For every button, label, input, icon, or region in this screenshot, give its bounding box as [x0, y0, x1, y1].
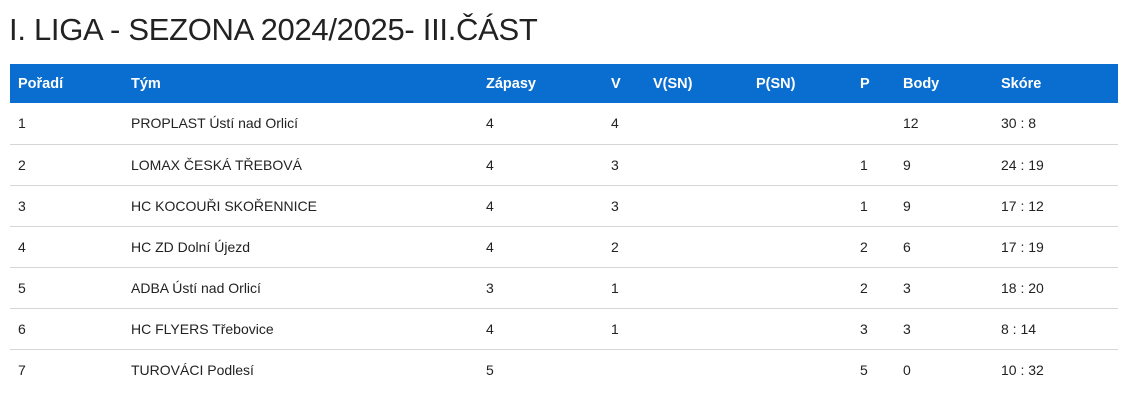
cell-wins: 1 [611, 279, 619, 296]
cell-score: 18 : 20 [1001, 279, 1044, 296]
header-team[interactable]: Tým [131, 75, 161, 92]
cell-losses-sn [748, 267, 852, 308]
cell-played: 4 [486, 320, 494, 337]
cell-wins-sn [645, 144, 748, 185]
cell-points: 0 [903, 361, 911, 378]
cell-played: 4 [486, 115, 494, 132]
header-row: Pořadí Tým Zápasy V V(SN) P(SN) P Body S… [10, 64, 1118, 103]
cell-losses: 5 [860, 361, 868, 378]
cell-played: 4 [486, 156, 494, 173]
cell-rank: 6 [18, 320, 26, 337]
table-body: 1 PROPLAST Ústí nad Orlicí 4 4 12 30 : 8… [10, 103, 1118, 390]
cell-team: HC KOCOUŘI SKOŘENNICE [131, 197, 317, 214]
table-row: 3 HC KOCOUŘI SKOŘENNICE 4 3 1 9 17 : 12 [10, 185, 1118, 226]
cell-losses: 2 [860, 238, 868, 255]
header-wins-sn[interactable]: V(SN) [653, 75, 693, 92]
cell-points: 9 [903, 156, 911, 173]
cell-losses [852, 103, 895, 144]
cell-score: 24 : 19 [1001, 156, 1044, 173]
cell-team: PROPLAST Ústí nad Orlicí [131, 115, 299, 132]
cell-rank: 3 [18, 197, 26, 214]
cell-losses: 3 [860, 320, 868, 337]
cell-score: 10 : 32 [1001, 361, 1044, 378]
cell-losses-sn [748, 144, 852, 185]
table-row: 6 HC FLYERS Třebovice 4 1 3 3 8 : 14 [10, 308, 1118, 349]
cell-team: ADBA Ústí nad Orlicí [131, 279, 261, 296]
cell-points: 6 [903, 238, 911, 255]
cell-losses-sn [748, 103, 852, 144]
cell-wins-sn [645, 185, 748, 226]
cell-wins: 4 [611, 115, 619, 132]
cell-wins: 1 [611, 320, 619, 337]
cell-wins-sn [645, 267, 748, 308]
cell-rank: 7 [18, 361, 26, 378]
cell-wins: 3 [611, 156, 619, 173]
header-played[interactable]: Zápasy [486, 75, 536, 92]
table-row: 1 PROPLAST Ústí nad Orlicí 4 4 12 30 : 8 [10, 103, 1118, 144]
cell-wins-sn [645, 226, 748, 267]
cell-played: 4 [486, 238, 494, 255]
cell-losses: 1 [860, 197, 868, 214]
cell-rank: 1 [18, 115, 26, 132]
header-points[interactable]: Body [903, 75, 940, 92]
cell-rank: 2 [18, 156, 26, 173]
cell-wins-sn [645, 349, 748, 390]
cell-team: TUROVÁCI Podlesí [131, 361, 254, 378]
header-rank[interactable]: Pořadí [18, 75, 64, 92]
cell-wins [603, 349, 645, 390]
header-score[interactable]: Skóre [1001, 75, 1042, 92]
cell-wins-sn [645, 308, 748, 349]
cell-score: 17 : 12 [1001, 197, 1044, 214]
header-wins[interactable]: V [611, 75, 621, 92]
standings-table: Pořadí Tým Zápasy V V(SN) P(SN) P Body S… [10, 64, 1118, 390]
cell-score: 30 : 8 [1001, 115, 1037, 132]
table-header: Pořadí Tým Zápasy V V(SN) P(SN) P Body S… [10, 64, 1118, 103]
cell-losses-sn [748, 185, 852, 226]
table-row: 4 HC ZD Dolní Újezd 4 2 2 6 17 : 19 [10, 226, 1118, 267]
cell-points: 3 [903, 279, 911, 296]
cell-team: LOMAX ČESKÁ TŘEBOVÁ [131, 156, 302, 173]
header-losses[interactable]: P [860, 75, 870, 92]
cell-losses: 2 [860, 279, 868, 296]
cell-points: 3 [903, 320, 911, 337]
cell-losses-sn [748, 349, 852, 390]
table-row: 7 TUROVÁCI Podlesí 5 5 0 10 : 32 [10, 349, 1118, 390]
cell-team: HC FLYERS Třebovice [131, 320, 274, 337]
cell-points: 12 [903, 115, 919, 132]
cell-points: 9 [903, 197, 911, 214]
cell-wins-sn [645, 103, 748, 144]
cell-losses-sn [748, 226, 852, 267]
cell-losses: 1 [860, 156, 868, 173]
cell-score: 17 : 19 [1001, 238, 1044, 255]
header-losses-sn[interactable]: P(SN) [756, 75, 796, 92]
cell-played: 5 [486, 361, 494, 378]
cell-played: 3 [486, 279, 494, 296]
cell-losses-sn [748, 308, 852, 349]
cell-played: 4 [486, 197, 494, 214]
table-row: 5 ADBA Ústí nad Orlicí 3 1 2 3 18 : 20 [10, 267, 1118, 308]
cell-rank: 4 [18, 238, 26, 255]
table-row: 2 LOMAX ČESKÁ TŘEBOVÁ 4 3 1 9 24 : 19 [10, 144, 1118, 185]
page-title: I. LIGA - SEZONA 2024/2025- III.ČÁST [9, 12, 538, 47]
cell-team: HC ZD Dolní Újezd [131, 238, 251, 255]
cell-wins: 2 [611, 238, 619, 255]
cell-wins: 3 [611, 197, 619, 214]
cell-rank: 5 [18, 279, 26, 296]
cell-score: 8 : 14 [1001, 320, 1037, 337]
